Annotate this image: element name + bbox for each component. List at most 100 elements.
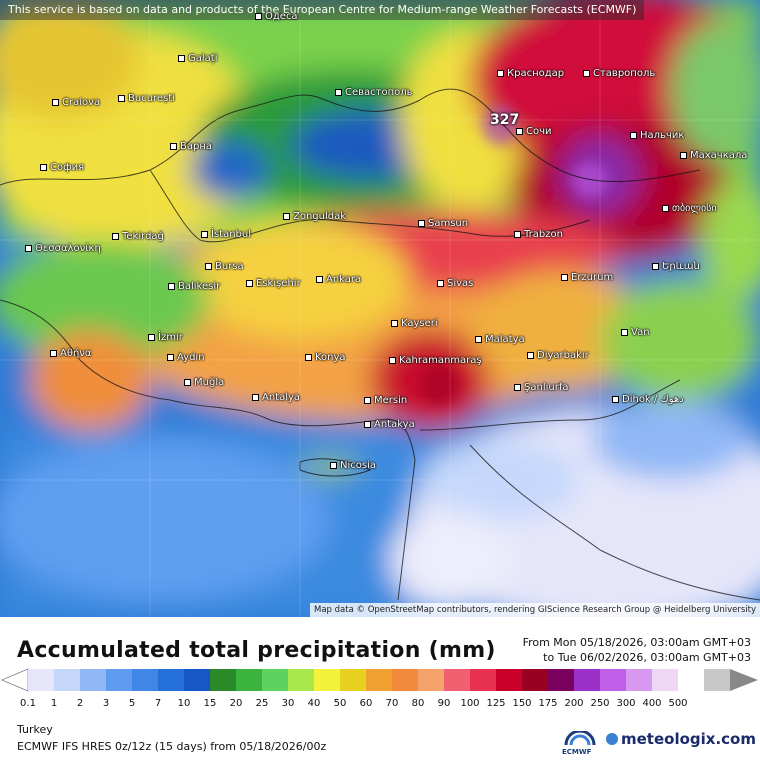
scale-tick-label: 175 (538, 698, 558, 709)
scale-tick-label: 125 (486, 698, 506, 709)
city-label: Erzurum (561, 272, 613, 283)
city-label: Dihok / دهوك (612, 394, 684, 405)
range-to: to Tue 06/02/2026, 03:00am GMT+03 (543, 651, 751, 664)
city-label: İstanbul (201, 229, 251, 240)
city-label: Kahramanmaraş (389, 355, 482, 366)
ecmwf-logo-text: ECMWF (562, 748, 592, 756)
scale-swatch (496, 669, 523, 691)
scale-swatch (704, 669, 731, 691)
scale-tick-label: 70 (385, 698, 399, 709)
city-label: Sivas (437, 278, 473, 289)
scale-swatch (184, 669, 211, 691)
city-label: Antalya (252, 392, 300, 403)
scale-tick-label: 3 (102, 698, 110, 709)
scale-swatch (548, 669, 575, 691)
scale-swatch (652, 669, 679, 691)
city-label: București (118, 93, 175, 104)
scale-tick-label: 50 (333, 698, 347, 709)
color-scale-bar (1, 668, 758, 692)
city-label: Şanlıurfa (514, 382, 568, 393)
scale-swatch (54, 669, 81, 691)
city-label: Երևան (652, 261, 700, 272)
scale-tick-label: 300 (616, 698, 636, 709)
scale-under-arrow (1, 668, 29, 692)
scale-swatch (340, 669, 367, 691)
scale-tick-label: 100 (460, 698, 480, 709)
scale-tick-label: 150 (512, 698, 532, 709)
scale-tick-label: 7 (154, 698, 162, 709)
scale-swatch (418, 669, 445, 691)
scale-swatch (288, 669, 315, 691)
range-from: From Mon 05/18/2026, 03:00am GMT+03 (522, 636, 751, 649)
map-canvas (0, 0, 760, 617)
city-label: Kayseri (391, 318, 438, 329)
scale-over-arrow (730, 669, 758, 691)
scale-tick-label: 250 (590, 698, 610, 709)
city-label: Краснодар (497, 68, 564, 79)
city-label: София (40, 162, 84, 173)
city-label: Αθήνα (50, 348, 91, 359)
city-label: Muğla (184, 377, 224, 388)
city-label: Balıkesir (168, 281, 220, 292)
city-label: Варна (170, 141, 212, 152)
scale-swatch (106, 669, 133, 691)
region-label: Turkey (17, 723, 53, 736)
city-label: Craiova (52, 97, 100, 108)
city-label: Одеса (255, 11, 298, 22)
scale-tick-label: 10 (177, 698, 191, 709)
city-label: İzmir (148, 332, 183, 343)
scale-swatch (80, 669, 107, 691)
city-label: Eskişehir (246, 278, 301, 289)
scale-swatch (366, 669, 393, 691)
scale-swatch (444, 669, 471, 691)
city-label: Galați (178, 53, 217, 64)
scale-swatch (522, 669, 549, 691)
scale-tick-label: 0.1 (20, 698, 36, 709)
city-label: Konya (305, 352, 346, 363)
scale-tick-label: 400 (642, 698, 662, 709)
scale-tick-label: 5 (128, 698, 136, 709)
city-label: Θεσσαλονίκη (25, 243, 101, 254)
color-scale-ticks: 0.1 1 2 3 5 7 10 15 20 25 30 40 50 60 70 80 90 100 125 150 1… (0, 698, 760, 712)
meteologix-globe-icon (606, 733, 618, 745)
scale-tick-label: 20 (229, 698, 243, 709)
scale-tick-label: 200 (564, 698, 584, 709)
city-label: Махачкала (680, 150, 747, 161)
scale-swatch (210, 669, 237, 691)
scale-swatch (314, 669, 341, 691)
city-label: Van (621, 327, 650, 338)
scale-tick-label: 1 (50, 698, 58, 709)
city-label: Ставрополь (583, 68, 655, 79)
city-label: Antakya (364, 419, 415, 430)
city-label: Mersin (364, 395, 407, 406)
scale-tick-label: 80 (411, 698, 425, 709)
scale-swatch (678, 669, 705, 691)
precipitation-map[interactable]: This service is based on data and produc… (0, 0, 760, 617)
city-label: Bursa (205, 261, 244, 272)
legend-title: Accumulated total precipitation (mm) (17, 638, 496, 663)
scale-swatch (470, 669, 497, 691)
scale-tick-label: 2 (76, 698, 84, 709)
city-label: Trabzon (514, 229, 563, 240)
scale-swatch (158, 669, 185, 691)
city-label: Diyarbakır (527, 350, 589, 361)
max-value-label: 327 (490, 112, 520, 128)
city-label: Samsun (418, 218, 468, 229)
scale-swatch (236, 669, 263, 691)
map-attribution[interactable]: Map data © OpenStreetMap contributors, r… (310, 603, 760, 617)
city-label: Севастополь (335, 87, 413, 98)
city-label: Malatya (475, 334, 525, 345)
scale-tick-label: 500 (668, 698, 688, 709)
scale-swatch (262, 669, 289, 691)
scale-tick-label: 15 (203, 698, 217, 709)
model-run-label: ECMWF IFS HRES 0z/12z (15 days) from 05/… (17, 740, 327, 753)
scale-swatch (574, 669, 601, 691)
scale-tick-label: 60 (359, 698, 373, 709)
city-label: Aydın (167, 352, 205, 363)
meteologix-brand[interactable]: meteologix.com (606, 730, 756, 748)
scale-swatch (392, 669, 419, 691)
scale-tick-label: 40 (307, 698, 321, 709)
scale-swatch (626, 669, 653, 691)
city-label: Сочи (516, 126, 552, 137)
brand-text: meteologix.com (621, 730, 756, 748)
